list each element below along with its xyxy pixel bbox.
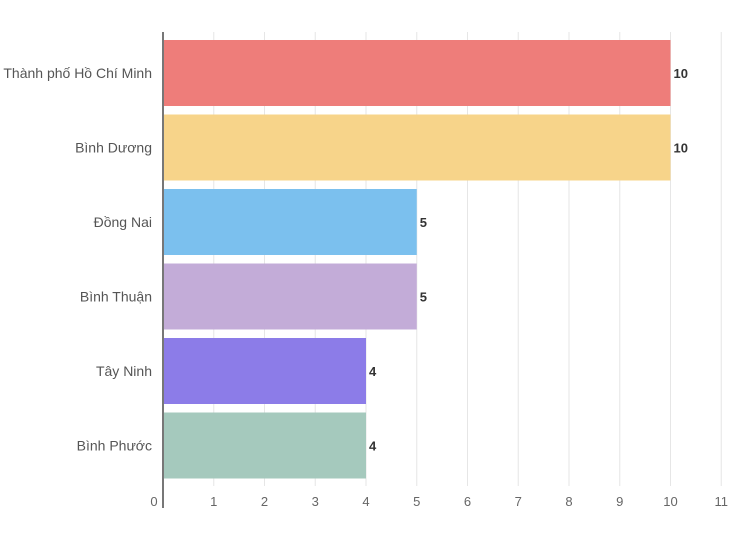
category-label: Thành phố Hồ Chí Minh [3,65,152,81]
data-label: 5 [420,215,427,230]
x-tick-label: 9 [616,494,623,509]
bar [163,189,417,255]
x-tick-label: 5 [413,494,420,509]
bars [163,40,671,479]
data-label: 5 [420,290,427,305]
x-axis-ticks: 0 1 2 3 4 5 6 7 8 9 10 11 [150,494,728,509]
x-tick-label: 1 [210,494,217,509]
x-tick-label: 8 [565,494,572,509]
category-label: Bình Thuận [80,289,152,305]
x-tick-label: 3 [312,494,319,509]
bar [163,338,366,404]
x-tick-label: 10 [663,494,677,509]
x-tick-label: 11 [715,494,729,509]
category-label: Bình Dương [75,140,152,156]
data-label: 4 [369,439,377,454]
category-labels: Thành phố Hồ Chí Minh Bình Dương Đồng Nai B… [3,65,152,454]
x-tick-label: 4 [362,494,369,509]
x-tick-label: 2 [261,494,268,509]
data-labels: 10 10 5 5 4 4 [369,66,688,454]
category-label: Tây Ninh [96,363,152,379]
x-tick-label: 7 [515,494,522,509]
data-label: 10 [674,66,688,81]
data-label: 4 [369,364,377,379]
category-label: Đồng Nai [94,214,152,230]
x-tick-label: 6 [464,494,471,509]
bar [163,40,671,106]
data-label: 10 [674,141,688,156]
grid-lines [213,32,722,486]
category-label: Bình Phước [77,438,152,454]
bar [163,412,366,479]
x-tick-label: 0 [150,494,157,509]
bar [163,263,417,330]
bar [163,114,671,181]
